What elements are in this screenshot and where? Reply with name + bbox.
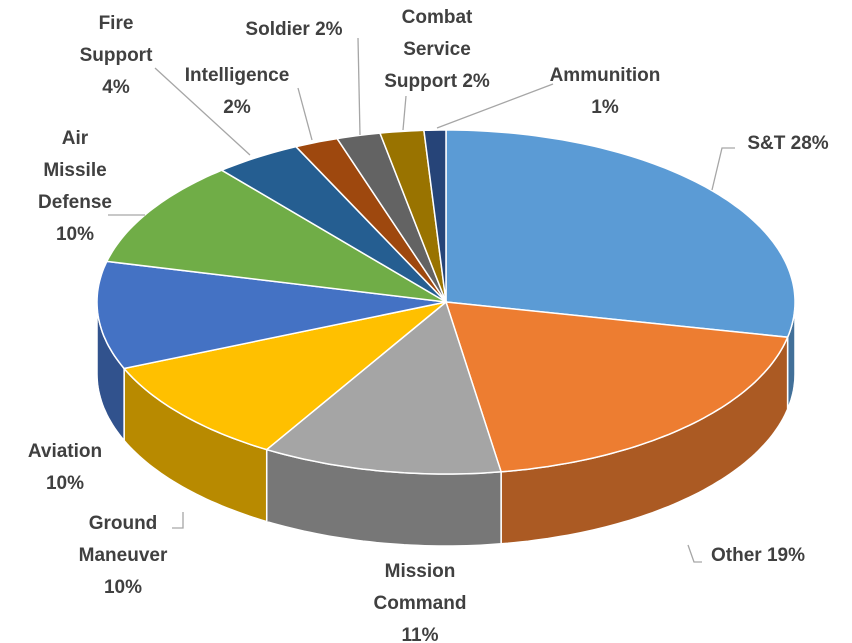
data-label: Aviation 10% xyxy=(15,436,115,500)
label-category: Aviation xyxy=(27,441,103,462)
label-category: Ground Maneuver xyxy=(78,513,168,566)
pie-slice xyxy=(265,300,503,475)
label-value: 2% xyxy=(223,97,251,118)
label-category: S&T xyxy=(747,133,786,154)
leader-line xyxy=(357,37,361,136)
data-label: Other 19% xyxy=(698,540,818,572)
pie-slice xyxy=(423,129,447,303)
pie-slice xyxy=(444,301,789,473)
label-value: 1% xyxy=(591,97,619,118)
label-value: 28% xyxy=(790,133,829,154)
pie-slice xyxy=(96,260,447,370)
data-label: Combat Service Support 2% xyxy=(372,2,502,98)
pie-slice xyxy=(105,169,447,303)
label-value: 10% xyxy=(55,224,95,245)
leader-line xyxy=(297,87,313,141)
label-category: Ammunition xyxy=(549,65,661,86)
label-category: Intelligence xyxy=(184,65,290,86)
leader-line xyxy=(436,83,554,129)
data-label: Fire Support 4% xyxy=(71,8,161,104)
label-category: Soldier xyxy=(245,19,310,40)
data-label: Intelligence 2% xyxy=(172,60,302,124)
data-label: Ground Maneuver 10% xyxy=(63,508,183,604)
data-label: S&T 28% xyxy=(728,128,848,160)
leader-line xyxy=(154,67,251,156)
leader-line xyxy=(687,544,702,563)
label-value: 10% xyxy=(45,473,85,494)
pie-slice xyxy=(294,137,447,303)
label-value: 10% xyxy=(103,577,143,598)
label-value: 11% xyxy=(401,625,439,643)
leader-line xyxy=(402,95,407,131)
data-label: Soldier 2% xyxy=(239,14,349,46)
label-category: Air Missile Defense xyxy=(38,128,112,213)
pie-slice xyxy=(445,129,796,339)
leader-line xyxy=(172,512,184,529)
label-value: 2% xyxy=(462,71,490,92)
pie-slice xyxy=(335,132,447,303)
data-label: Ammunition 1% xyxy=(540,60,670,124)
label-value: 2% xyxy=(315,19,343,40)
data-label: Mission Command 11% xyxy=(365,556,475,643)
leader-line xyxy=(711,147,735,191)
label-value: 19% xyxy=(766,545,805,566)
label-category: Mission Command xyxy=(373,561,467,614)
label-category: Combat Service Support xyxy=(384,7,473,92)
label-value: 4% xyxy=(102,77,130,98)
label-category: Other xyxy=(711,545,762,566)
pie-slice xyxy=(378,129,447,303)
data-label: Air Missile Defense 10% xyxy=(35,123,115,251)
pie-slice xyxy=(122,301,447,451)
label-category: Fire Support xyxy=(79,13,153,66)
pie-slice xyxy=(220,145,447,303)
